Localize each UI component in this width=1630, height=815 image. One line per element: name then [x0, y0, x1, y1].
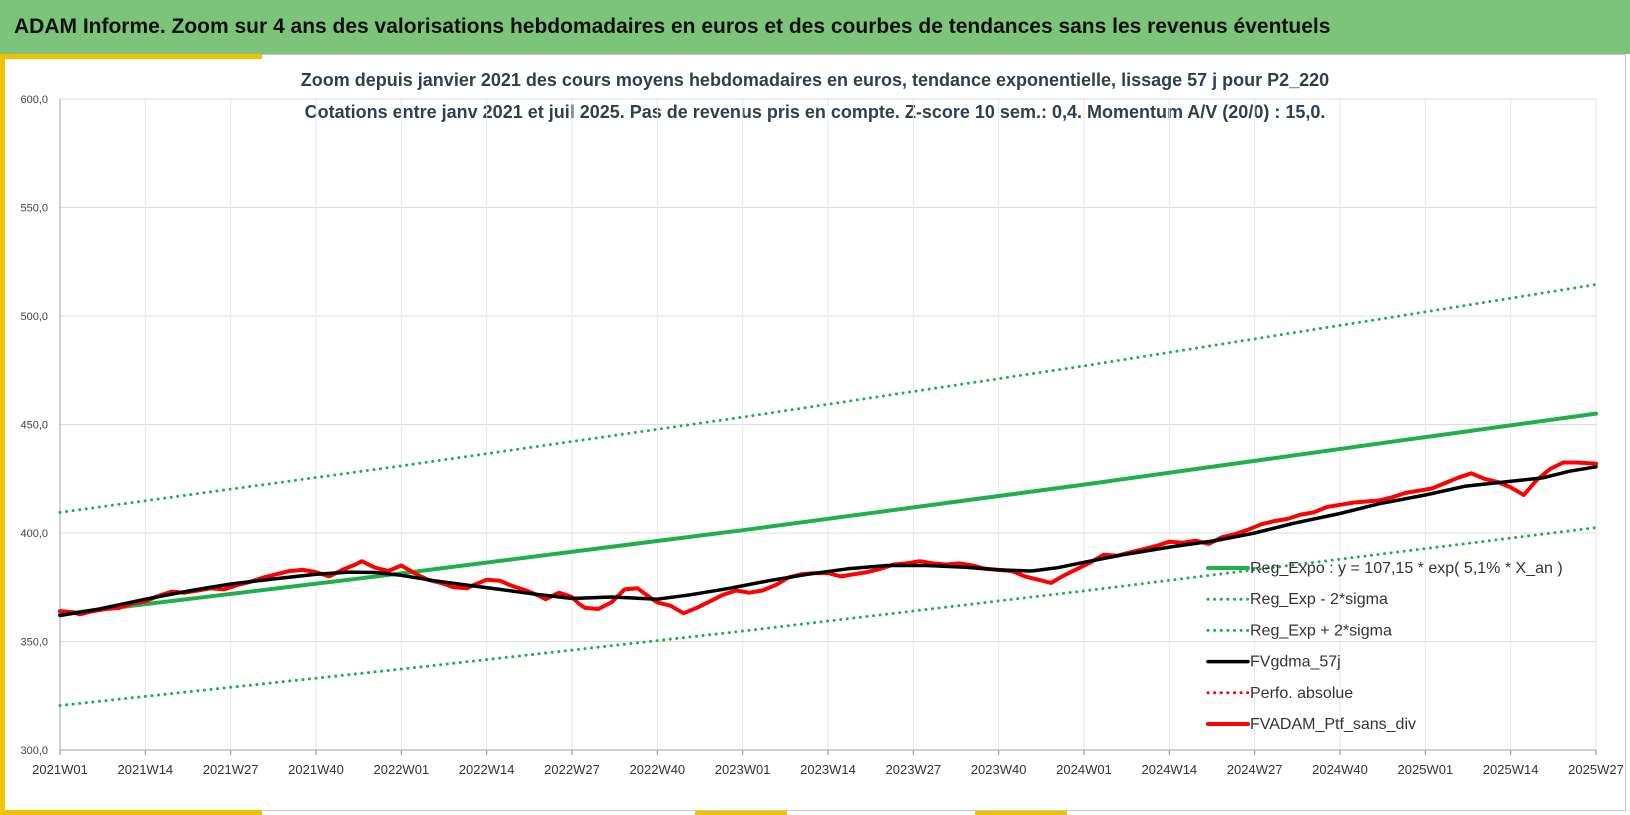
chart-title: Zoom depuis janvier 2021 des cours moyen…: [300, 70, 1330, 90]
page-title: ADAM Informe. Zoom sur 4 ans des valoris…: [14, 15, 1331, 38]
accent-bottom: [0, 810, 262, 815]
chart-subtitle: Cotations entre janv 2021 et juil 2025. …: [304, 102, 1326, 122]
x-tick-label: 2025W01: [1398, 762, 1454, 777]
header-bar: ADAM Informe. Zoom sur 4 ans des valoris…: [0, 0, 1630, 54]
x-tick-label: 2022W14: [459, 762, 515, 777]
x-tick-label: 2025W14: [1483, 762, 1539, 777]
legend-label: FVgdma_57j: [1250, 654, 1341, 671]
x-tick-label: 2024W40: [1312, 762, 1368, 777]
legend-label: Reg_Expo : y = 107,15 * exp( 5,1% * X_an…: [1250, 560, 1563, 577]
series-line: [58, 465, 1598, 618]
accent-bottom-mark: [695, 811, 787, 815]
x-tick-label: 2024W14: [1142, 762, 1198, 777]
x-tick-label: 2021W01: [32, 762, 88, 777]
x-tick-label: 2021W40: [288, 762, 344, 777]
x-tick-label: 2023W40: [971, 762, 1027, 777]
x-tick-label: 2023W27: [886, 762, 942, 777]
legend-label: FVADAM_Ptf_sans_div: [1250, 716, 1416, 733]
legend-label: Perfo. absolue: [1250, 685, 1353, 702]
y-tick-label: 350,0: [20, 637, 48, 649]
y-tick-label: 400,0: [20, 528, 48, 540]
x-tick-label: 2023W01: [715, 762, 771, 777]
x-tick-label: 2022W27: [544, 762, 600, 777]
series-line: [58, 526, 1598, 707]
legend-label: Reg_Exp + 2*sigma: [1250, 622, 1392, 639]
accent-top: [0, 54, 262, 59]
y-tick-label: 550,0: [20, 203, 48, 215]
x-tick-label: 2024W27: [1227, 762, 1283, 777]
x-tick-label: 2024W01: [1056, 762, 1112, 777]
y-tick-label: 300,0: [20, 745, 48, 757]
series-line: [58, 411, 1598, 617]
x-tick-label: 2021W14: [118, 762, 174, 777]
x-tick-label: 2023W14: [800, 762, 856, 777]
x-tick-label: 2021W27: [203, 762, 259, 777]
x-tick-label: 2022W01: [374, 762, 430, 777]
y-tick-label: 500,0: [20, 311, 48, 323]
chart-frame: [4, 54, 1626, 811]
y-tick-label: 450,0: [20, 420, 48, 432]
accent-left: [0, 54, 5, 815]
accent-bottom-mark: [975, 811, 1067, 815]
legend-label: Reg_Exp - 2*sigma: [1250, 591, 1388, 608]
x-tick-label: 2022W40: [630, 762, 686, 777]
x-tick-label: 2025W27: [1568, 762, 1624, 777]
y-tick-label: 600,0: [20, 94, 48, 106]
